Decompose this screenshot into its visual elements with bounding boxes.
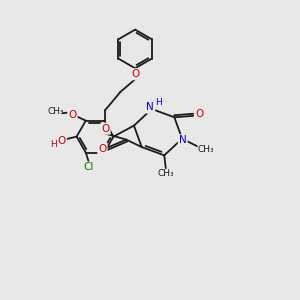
Text: Cl: Cl <box>84 162 94 172</box>
Text: CH₃: CH₃ <box>48 107 64 116</box>
Text: CH₃: CH₃ <box>158 169 174 178</box>
Text: O: O <box>68 110 76 120</box>
Text: H: H <box>50 140 57 149</box>
Text: N: N <box>146 103 154 112</box>
Text: CH₃: CH₃ <box>198 145 214 154</box>
Text: O: O <box>98 143 106 154</box>
Text: H: H <box>155 98 162 107</box>
Text: O: O <box>101 124 110 134</box>
Text: O: O <box>131 69 139 79</box>
Text: O: O <box>58 136 66 146</box>
Text: O: O <box>195 109 203 119</box>
Text: N: N <box>179 135 187 145</box>
